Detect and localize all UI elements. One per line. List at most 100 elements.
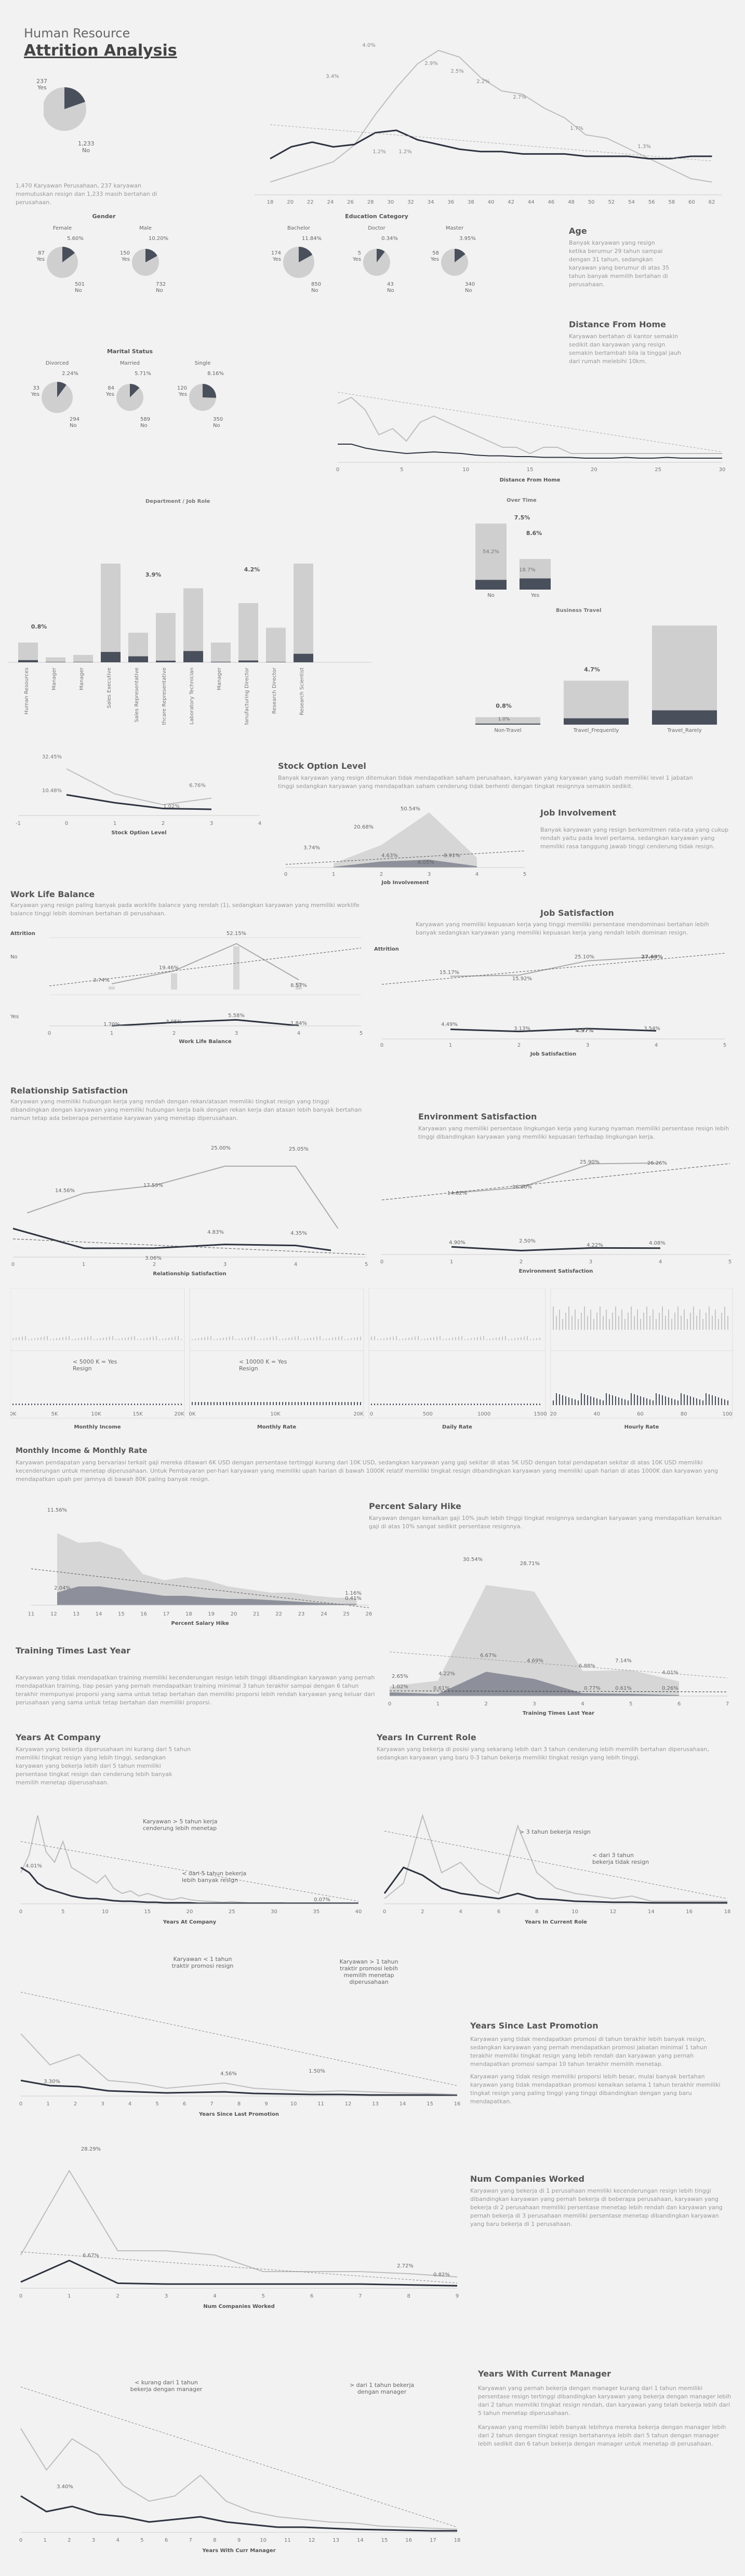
wlb-no-label: No	[10, 954, 18, 960]
years-role-chart: 0 2 4 6 8 10 12 14 16 18 Years In Current Role	[383, 1813, 730, 1925]
distance-tick: 5	[400, 467, 403, 473]
rs-tick: 4	[294, 1262, 297, 1267]
business-travel-title: Business Travel	[556, 608, 602, 613]
tr-tick: 3	[533, 1701, 536, 1707]
es-tick: 5	[728, 1259, 731, 1265]
years_company-tick: 35	[313, 1909, 320, 1915]
marital-yes-count: 84	[108, 385, 114, 391]
wlb-tick: 5	[360, 1031, 363, 1036]
marital-no-label: No	[140, 423, 148, 429]
rs-dark-line	[12, 1227, 331, 1251]
tr-data-label: 6.67%	[480, 1653, 497, 1659]
years-role-desc: Karyawan yang bekerja di posisi yang sek…	[377, 1746, 709, 1761]
education-yes-count: 174	[271, 250, 281, 256]
training-chart: 0 1 2 3 4 5 6 7 Training Times Last Year 30.54% 28…	[388, 1557, 729, 1716]
js-tick: 3	[586, 1043, 589, 1048]
sh-tick: 14	[96, 1611, 102, 1617]
age-tick: 46	[548, 199, 555, 205]
education-pct: 3.95%	[459, 236, 476, 242]
years_promo-x-label: Years Since Last Promotion	[198, 2112, 279, 2117]
wlb-tick: 3	[235, 1031, 238, 1036]
distance-x-label: Distance From Home	[500, 477, 561, 483]
job-involvement-title: Job Involvement	[540, 808, 617, 818]
overtime-category-label: Yes	[530, 593, 539, 598]
marital-no-label: No	[213, 423, 220, 429]
years_manager-tick: 9	[237, 2538, 241, 2543]
tr-data-label: 2.65%	[392, 1674, 408, 1679]
rs-data-label: 17.55%	[143, 1183, 163, 1189]
age-tick: 38	[468, 199, 474, 205]
marital-yes-label: Yes	[31, 392, 39, 397]
wlb-tick: 4	[297, 1031, 300, 1036]
js-data-label: 15.92%	[512, 976, 532, 982]
num_companies-tick: 1	[68, 2293, 71, 2299]
tr-tick: 1	[436, 1701, 440, 1707]
age-series-no-line	[270, 49, 712, 183]
years_role-tick: 6	[497, 1909, 500, 1915]
js-tick: 0	[380, 1043, 383, 1048]
age-tick: 42	[508, 199, 514, 205]
travel-data-label: 1.0%	[498, 717, 510, 722]
overtime-bar-no	[475, 523, 507, 580]
marital-group-name: Married	[120, 361, 140, 366]
wlb-data-label: 1.70%	[103, 1022, 120, 1027]
tr-tick: 7	[726, 1701, 729, 1707]
marital-pct: 5.71%	[135, 371, 151, 377]
age-tick: 34	[428, 199, 434, 205]
years_manager-tick: 1	[43, 2538, 46, 2543]
wlb-x-label: Work Life Balance	[179, 1039, 232, 1045]
income-x-label: Hourly Rate	[624, 1424, 659, 1430]
years_role-tick: 0	[383, 1909, 386, 1915]
years_promo-data-label: 1.50%	[309, 2068, 325, 2074]
rs-data-label: 3.06%	[145, 1256, 162, 1261]
training-desc: Karyawan yang tidak mendapatkan training…	[16, 1674, 375, 1706]
years_promo-tick: 0	[19, 2101, 22, 2107]
years_promo-dark-line	[20, 2079, 458, 2097]
sh-tick: 24	[321, 1611, 327, 1617]
years_manager-tick: 12	[309, 2538, 315, 2543]
job-role-chart: Human Resources Manager Manager Sales Execu…	[8, 564, 371, 725]
tr-tick: 6	[677, 1701, 681, 1707]
tr-tick: 4	[581, 1701, 584, 1707]
years_company-tick: 30	[271, 1909, 277, 1915]
age-tick: 30	[387, 199, 394, 205]
sh-tick: 22	[275, 1611, 282, 1617]
marital-no-count: 294	[70, 417, 79, 422]
sh-data-label: 2.04%	[54, 1585, 71, 1591]
wlb-tick: 0	[48, 1031, 51, 1036]
num-companies-chart: 0 1 2 3 4 5 6 7 8 9 Num Companies Worked 28.29% 6.67…	[19, 2146, 459, 2310]
years_manager-tick: 10	[260, 2538, 267, 2543]
jobrole-bar-no	[183, 588, 203, 662]
wlb-data-label: 19.46%	[159, 965, 179, 971]
age-trend-line	[270, 124, 712, 162]
income-tick: 10K	[91, 1411, 101, 1417]
years-manager-desc-1: Karyawan yang pernah bekerja dengan mana…	[478, 2385, 731, 2417]
years_role-tick: 4	[459, 1909, 462, 1915]
js-attrition-label: Attrition	[374, 946, 399, 952]
stock-tick: 1	[113, 821, 116, 826]
marital-pct: 8.16%	[207, 371, 224, 377]
wlb-data-label: 8.57%	[290, 983, 307, 989]
js-tick: 2	[517, 1043, 521, 1048]
ji-tick: 5	[523, 872, 526, 877]
num-companies-desc: Karyawan yang bekerja di 1 perusahaan me…	[470, 2187, 723, 2227]
ji-data-label: 50.54%	[401, 806, 420, 812]
sh-tick: 19	[208, 1611, 215, 1617]
years_role-tick: 12	[610, 1909, 617, 1915]
marital-no-label: No	[70, 423, 77, 429]
age-tick: 58	[668, 199, 675, 205]
distance-series-yes-line	[338, 444, 722, 459]
overtime-bar-no	[520, 559, 551, 579]
rs-tick: 0	[11, 1262, 15, 1267]
education-pie-yes	[299, 247, 313, 262]
wlb-no-line	[111, 943, 299, 984]
marital-pie-yes	[57, 382, 66, 397]
years_promo-tick: 7	[210, 2101, 213, 2107]
income-tick: 1000	[477, 1411, 490, 1417]
distance-trend-line	[337, 392, 723, 452]
tr-data-label: 1.02%	[392, 1684, 408, 1690]
jobrole-bar-yes	[294, 653, 313, 662]
travel-category-label: Non-Travel	[494, 728, 521, 733]
years_promo-tick: 11	[317, 2101, 324, 2107]
